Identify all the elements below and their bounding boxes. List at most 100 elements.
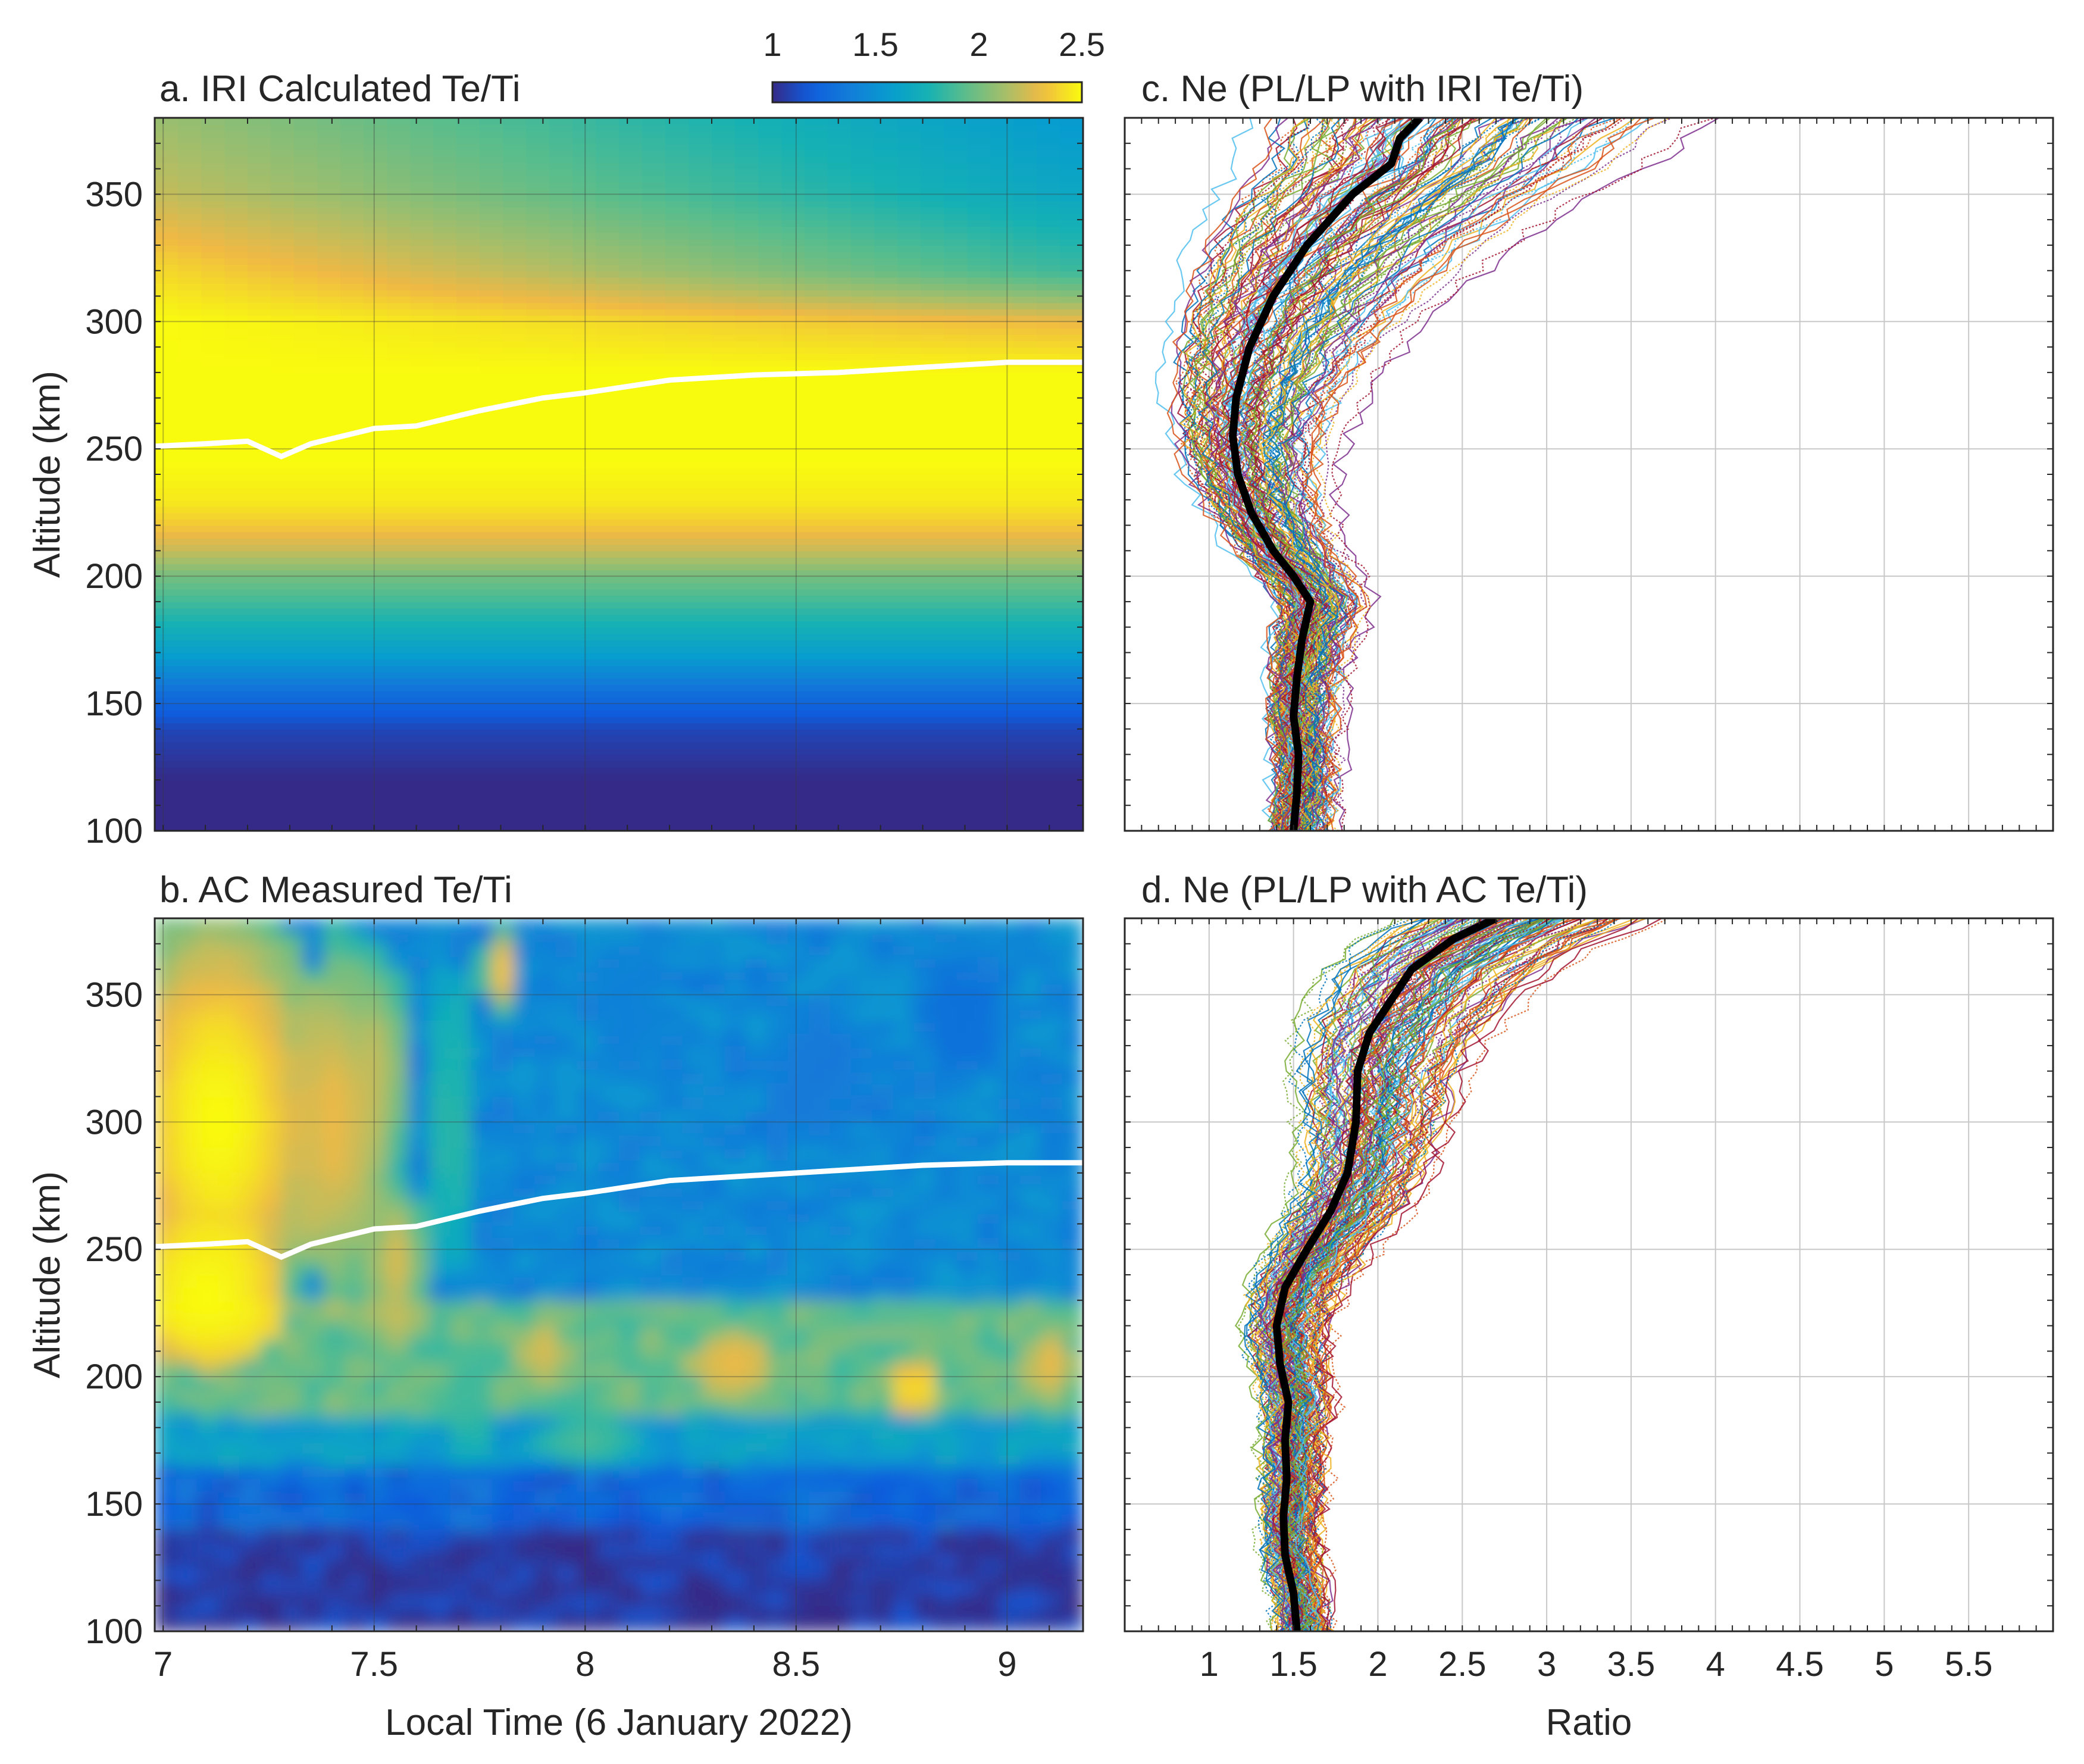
heatmap-cell: [503, 372, 527, 380]
heatmap-cell: [967, 805, 991, 812]
heatmap-cell: [619, 353, 643, 361]
heatmap-cell: [503, 385, 527, 392]
heatmap-cell: [364, 340, 387, 348]
heatmap-cell: [224, 614, 248, 622]
heatmap-cell: [665, 589, 689, 596]
heatmap-cell: [526, 411, 550, 418]
heatmap-cell: [340, 168, 364, 176]
heatmap-cell: [665, 162, 689, 170]
heatmap-cell: [294, 372, 318, 380]
heatmap-cell: [503, 404, 527, 412]
heatmap-cell: [503, 251, 527, 259]
heatmap-cell: [805, 232, 828, 240]
heatmap-cell: [260, 1084, 282, 1097]
heatmap-cell: [897, 773, 921, 781]
heatmap-cell: [1060, 168, 1083, 176]
heatmap-cell: [619, 302, 643, 309]
heatmap-cell: [712, 735, 736, 743]
heatmap-cell: [967, 761, 991, 768]
heatmap-cell: [572, 792, 596, 800]
heatmap-cell: [294, 130, 318, 138]
heatmap-cell: [665, 818, 689, 825]
heatmap-cell: [967, 379, 991, 386]
heatmap-cell: [572, 767, 596, 774]
heatmap-cell: [1013, 761, 1037, 768]
heatmap-cell: [178, 366, 202, 373]
heatmap-cell: [990, 283, 1014, 290]
heatmap-cell: [260, 1287, 282, 1301]
heatmap-cell: [758, 551, 782, 558]
heatmap-cell: [572, 735, 596, 743]
heatmap-cell: [271, 340, 295, 348]
heatmap-cell: [503, 201, 527, 208]
heatmap-cell: [828, 379, 852, 386]
heatmap-cell: [805, 137, 828, 144]
heatmap-cell: [758, 385, 782, 392]
heatmap-cell: [990, 455, 1014, 462]
heatmap-cell: [1013, 487, 1037, 495]
heatmap-cell: [340, 780, 364, 787]
heatmap-cell: [364, 258, 387, 265]
heatmap-cell: [248, 194, 271, 202]
heatmap-cell: [735, 608, 759, 615]
heatmap-cell: [178, 226, 202, 233]
heatmap-cell: [271, 487, 295, 495]
heatmap-cell: [176, 1020, 198, 1034]
heatmap-cell: [155, 786, 179, 793]
heatmap-cell: [201, 366, 225, 373]
heatmap-cell: [897, 518, 921, 526]
heatmap-cell: [201, 627, 225, 634]
heatmap-cell: [201, 690, 225, 698]
heatmap-cell: [921, 709, 944, 717]
heatmap-cell: [196, 1618, 219, 1631]
heatmap-cell: [317, 334, 341, 342]
heatmap-cell: [665, 245, 689, 252]
heatmap-cell: [176, 994, 198, 1008]
heatmap-cell: [990, 563, 1014, 571]
heatmap-cell: [155, 723, 179, 730]
heatmap-cell: [619, 480, 643, 488]
heatmap-cell: [990, 646, 1014, 653]
heatmap-cell: [619, 621, 643, 628]
heatmap-cell: [1037, 551, 1060, 558]
heatmap-cell: [665, 283, 689, 290]
heatmap-cell: [735, 570, 759, 577]
heatmap-cell: [410, 321, 434, 329]
heatmap-cell: [456, 449, 480, 456]
heatmap-cell: [294, 124, 318, 132]
heatmap-cell: [897, 175, 921, 182]
heatmap-cell: [921, 245, 944, 252]
heatmap-cell: [260, 1491, 282, 1505]
heatmap-cell: [758, 347, 782, 354]
heatmap-cell: [387, 633, 411, 641]
heatmap-cell: [967, 767, 991, 774]
heatmap-cell: [805, 723, 828, 730]
heatmap-cell: [1037, 270, 1060, 278]
heatmap-cell: [410, 747, 434, 755]
heatmap-cell: [178, 187, 202, 195]
heatmap-cell: [480, 277, 503, 284]
heatmap-cell: [781, 493, 805, 501]
heatmap-cell: [735, 436, 759, 443]
heatmap-cell: [828, 589, 852, 596]
heatmap-cell: [689, 621, 712, 628]
heatmap-cell: [387, 315, 411, 323]
heatmap-cell: [805, 633, 828, 641]
heatmap-cell: [1013, 137, 1037, 144]
heatmap-cell: [248, 118, 271, 125]
heatmap-cell: [456, 563, 480, 571]
heatmap-cell: [178, 716, 202, 724]
heatmap-cell: [201, 621, 225, 628]
heatmap-cell: [758, 379, 782, 386]
heatmap-cell: [828, 385, 852, 392]
heatmap-cell: [712, 633, 736, 641]
heatmap-cell: [201, 455, 225, 462]
heatmap-cell: [387, 207, 411, 214]
heatmap-cell: [1037, 366, 1060, 373]
heatmap-cell: [201, 168, 225, 176]
heatmap-cell: [665, 544, 689, 552]
heatmap-cell: [781, 811, 805, 819]
heatmap-cell: [526, 582, 550, 590]
heatmap-cell: [178, 767, 202, 774]
heatmap-cell: [1013, 576, 1037, 583]
